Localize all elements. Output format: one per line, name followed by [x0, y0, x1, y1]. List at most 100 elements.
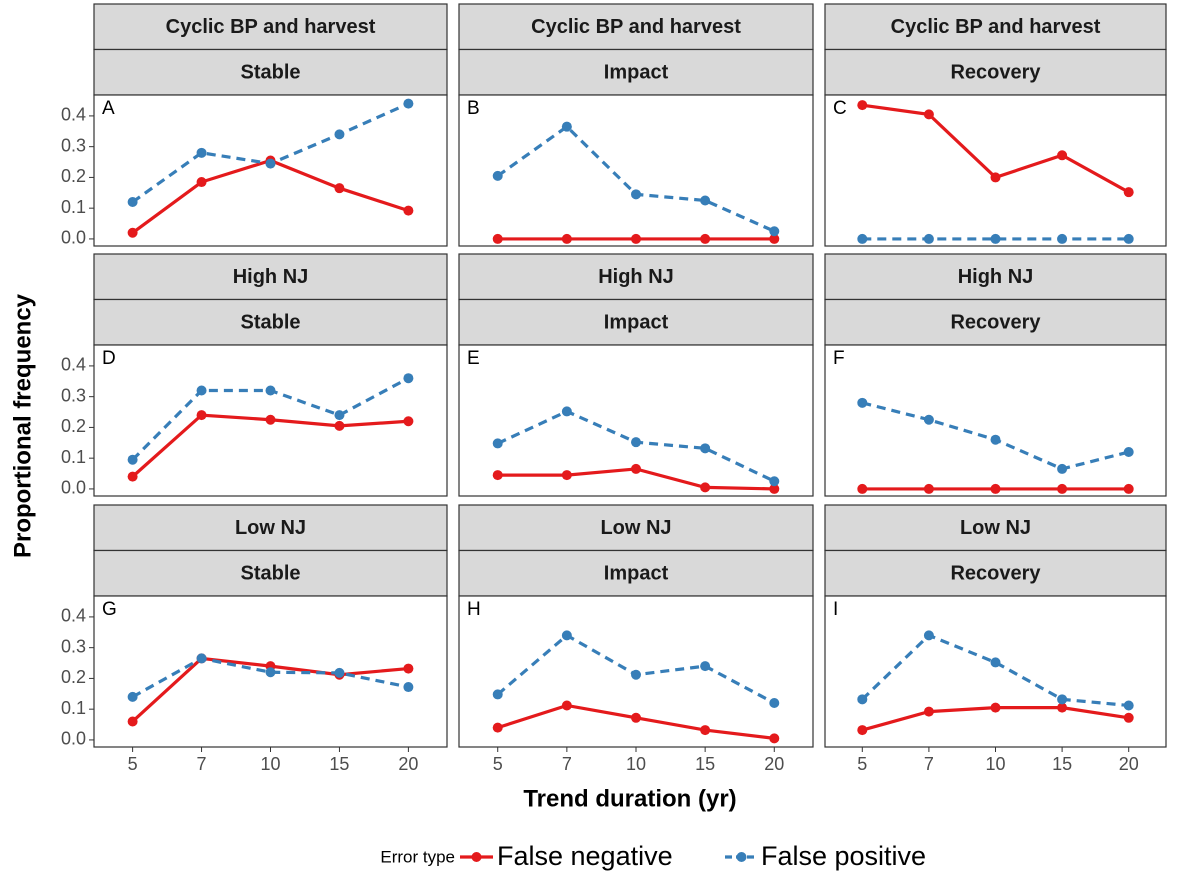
point — [334, 129, 345, 140]
point — [700, 443, 711, 454]
point — [631, 189, 641, 200]
point — [700, 195, 711, 206]
point — [561, 233, 572, 244]
x-axis-title: Trend duration (yr) — [523, 785, 736, 812]
x-tick-label: 5 — [128, 754, 138, 774]
point — [923, 109, 934, 120]
x-tick-label: 7 — [562, 754, 572, 774]
point — [561, 630, 572, 641]
point — [403, 205, 414, 216]
y-tick-label: 0.4 — [61, 355, 86, 375]
x-tick-label: 5 — [493, 754, 503, 774]
point — [196, 385, 207, 396]
point — [631, 463, 641, 474]
panel-label: F — [833, 348, 845, 369]
y-tick-label: 0.4 — [61, 105, 86, 125]
y-tick-label: 0.0 — [61, 228, 86, 248]
y-tick-label: 0.1 — [61, 698, 86, 718]
x-tick-label: 5 — [857, 754, 867, 774]
point — [700, 661, 711, 672]
x-tick-label: 20 — [1119, 754, 1139, 774]
point — [1123, 483, 1134, 494]
point — [1123, 233, 1134, 244]
point — [1123, 712, 1134, 723]
y-tick-label: 0.2 — [61, 667, 86, 687]
point — [857, 397, 868, 408]
point — [492, 438, 503, 449]
point — [196, 653, 207, 664]
x-tick-label: 15 — [1052, 754, 1072, 774]
point — [561, 121, 572, 132]
point — [334, 420, 345, 431]
x-tick-label: 10 — [626, 754, 646, 774]
y-tick-label: 0.1 — [61, 197, 86, 217]
legend-label: False negative — [497, 841, 673, 871]
panel-label: D — [102, 348, 116, 369]
point — [769, 483, 780, 494]
point — [1057, 233, 1068, 244]
x-tick-label: 7 — [924, 754, 934, 774]
strip-title: Low NJ — [600, 517, 671, 539]
point — [265, 414, 276, 425]
strip — [458, 298, 814, 346]
panel-label: C — [833, 98, 847, 119]
point — [196, 177, 207, 188]
point — [1057, 694, 1068, 705]
point — [334, 667, 345, 678]
strip — [824, 3, 1167, 51]
legend-title: Error type — [380, 847, 455, 866]
point — [923, 233, 934, 244]
point — [1057, 150, 1068, 161]
panel-label: G — [102, 599, 117, 620]
strip — [93, 48, 448, 96]
panel-label: I — [833, 599, 838, 620]
point — [492, 722, 503, 733]
point — [196, 410, 207, 421]
strip — [458, 549, 814, 597]
legend-label: False positive — [761, 841, 926, 871]
point — [1057, 702, 1068, 713]
strip — [93, 549, 448, 597]
x-tick-label: 10 — [260, 754, 280, 774]
point — [1123, 187, 1134, 198]
point — [631, 712, 641, 723]
point — [265, 667, 276, 678]
y-tick-label: 0.2 — [61, 166, 86, 186]
strip-title: High NJ — [598, 266, 674, 288]
strip-title: Cyclic BP and harvest — [891, 16, 1101, 38]
panel-label: A — [102, 98, 115, 119]
point — [631, 437, 641, 448]
strip — [824, 48, 1167, 96]
y-axis-title: Proportional frequency — [9, 293, 36, 558]
panel — [824, 344, 1167, 497]
legend-point — [471, 852, 482, 862]
strip-subtitle: Impact — [604, 563, 669, 585]
point — [990, 172, 1001, 183]
strip — [93, 3, 448, 51]
panel — [93, 94, 448, 247]
strip-subtitle: Recovery — [950, 62, 1041, 84]
point — [492, 470, 503, 481]
strip-subtitle: Stable — [240, 62, 300, 84]
point — [1123, 700, 1134, 711]
point — [265, 385, 276, 396]
point — [700, 233, 711, 244]
strip-subtitle: Impact — [604, 62, 669, 84]
y-tick-label: 0.3 — [61, 385, 86, 405]
strip-title: High NJ — [958, 266, 1034, 288]
y-tick-label: 0.2 — [61, 416, 86, 436]
y-tick-label: 0.0 — [61, 478, 86, 498]
point — [857, 694, 868, 705]
point — [403, 416, 414, 427]
point — [990, 702, 1001, 713]
point — [990, 483, 1001, 494]
point — [769, 733, 780, 744]
strip-subtitle: Impact — [604, 312, 669, 334]
strip-title: Cyclic BP and harvest — [166, 16, 376, 38]
strip — [824, 504, 1167, 552]
point — [492, 689, 503, 700]
strip-subtitle: Recovery — [950, 563, 1041, 585]
strip-title: Low NJ — [235, 517, 306, 539]
panel — [824, 595, 1167, 748]
